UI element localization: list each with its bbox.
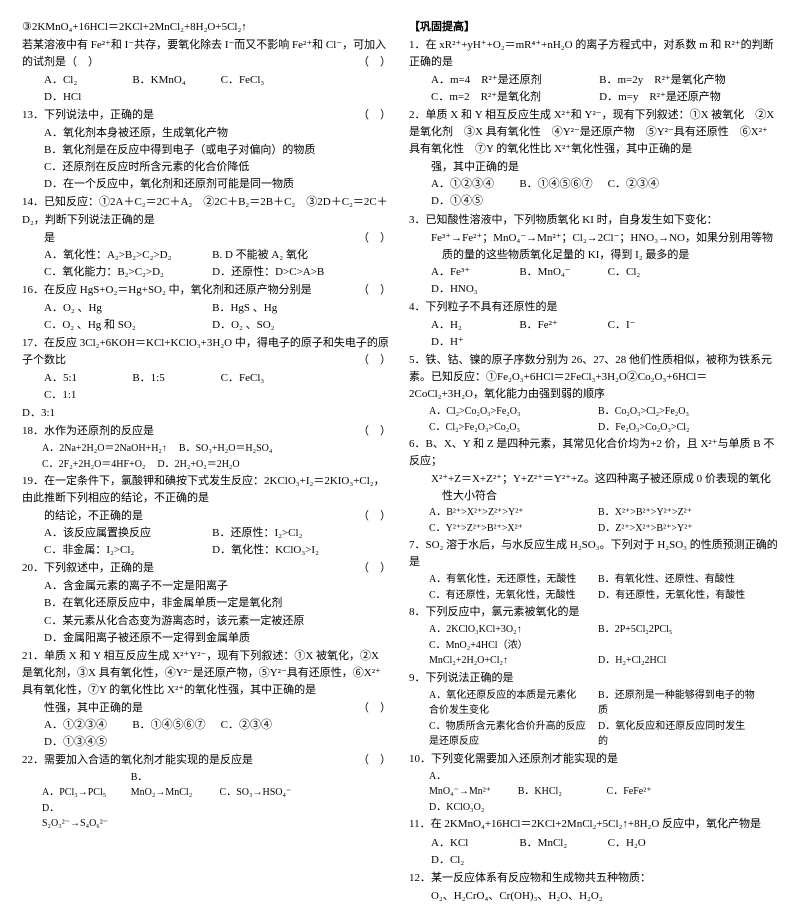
r6ab: A．B²⁺>X²⁺>Z²⁺>Y²⁺B．X²⁺>B²⁺>Y²⁺>Z²⁺: [409, 505, 778, 521]
r3: 3．已知酸性溶液中，下列物质氧化 KI 时，自身发生如下变化：: [409, 212, 778, 229]
r2o: A．①②③④B．①④⑤⑥⑦C．②③④D．①④⑤: [409, 176, 778, 210]
q19ab: A．该反应属置换反应B．还原性：I₂>Cl₂: [22, 525, 391, 542]
q13b: B．氧化剂是在反应中得到电子（或电子对偏向）的物质: [33, 142, 391, 159]
r8cd: C．MnO₂+4HCl（浓）MnCl₂+2H₂O+Cl₂↑D．H₂+Cl₂2HC…: [409, 638, 778, 669]
r10: 10．下列变化需要加入还原剂才能实现的是: [409, 751, 778, 768]
r4: 4．下列粒子不具有还原性的是: [409, 299, 778, 316]
q21t: 性强，其中正确的是（ ）: [33, 700, 391, 717]
q20d: D．金属阳离子被还原不一定得到金属单质: [33, 630, 391, 647]
r4o: A．H₂B．Fe²⁺C．I⁻D．H⁺: [409, 317, 778, 351]
r8ab: A．2KClO₃KCl+3O₂↑B．2P+5Cl₂2PCl₅: [409, 622, 778, 638]
r8: 8．下列反应中，氯元素被氧化的是: [409, 604, 778, 621]
q13a: A．氧化剂本身被还原，生成氧化产物: [33, 125, 391, 142]
q21o: A．①②③④B．①④⑤⑥⑦C．②③④D．①③④⑤: [22, 717, 391, 751]
q14de: 是（ ）: [33, 230, 391, 247]
q18o: A．2Na+2H₂O＝2NaOH+H₂↑B．SO₃+H₂O＝H₂SO₄C．2F₂…: [22, 441, 391, 472]
q16ab: A．O₂ 、HgB．HgS 、Hg: [22, 300, 391, 317]
r5cd: C．Cl₂>Fe₂O₃>Co₂O₃D．Fe₂O₃>Co₂O₃>Cl₂: [409, 420, 778, 436]
r11o: A．KClB．MnCl₂C．H₂OD．Cl₂: [409, 835, 778, 869]
q19cd: C．非金属：I₂>Cl₂D．氧化性：KClO₃>I₂: [22, 542, 391, 559]
r6cd: C．Y²⁺>Z²⁺>B²⁺>X²⁺D．Z²⁺>X²⁺>B²⁺>Y²⁺: [409, 521, 778, 537]
q20: 20．下列叙述中，正确的是（ ）: [22, 560, 391, 577]
r11: 11．在 2KMnO₄+16HCl＝2KCl+2MnCl₂+5Cl₂↑+8H₂O…: [409, 816, 778, 833]
r9: 9．下列说法正确的是: [409, 670, 778, 687]
q16: 16．在反应 HgS+O₂＝Hg+SO₂ 中，氧化剂和还原产物分别是（ ）: [22, 282, 391, 299]
r6s: X²⁺+Z＝X+Z²⁺；Y+Z²⁺＝Y²⁺+Z。这四种离子被还原成 0 价表现的…: [420, 471, 778, 505]
q16cd: C．O₂ 、Hg 和 SO₂D．O₂ 、SO₂: [22, 317, 391, 334]
q20b: B．在氧化还原反应中，非金属单质一定是氧化剂: [33, 595, 391, 612]
q22: 22．需要加入合适的氧化剂才能实现的是反应是（ ）: [22, 752, 391, 769]
r2t: 强，其中正确的是: [420, 159, 778, 176]
q19t: 的结论，不正确的是（ ）: [33, 508, 391, 525]
r3s: Fe³⁺→Fe²⁺；MnO₄⁻→Mn²⁺；Cl₂→2Cl⁻；HNO₃→NO，如果…: [420, 230, 778, 264]
q17d: D．3:1: [22, 405, 391, 422]
q19: 19．在一定条件下，氯酸钾和碘按下式发生反应：2KClO₃+I₂＝2KIO₃+C…: [22, 473, 391, 507]
q13: 13．下列说法中，正确的是（ ）: [22, 107, 391, 124]
q14ab: A．氧化性：A₂>B₂>C₂>D₂B. D 不能被 A₂ 氧化: [22, 247, 391, 264]
r1: 1．在 xR²⁺+yH⁺+O₂＝mR⁴⁺+nH₂O 的离子方程式中，对系数 m …: [409, 37, 778, 71]
line-intro2: 若某溶液中有 Fe²⁺和 I⁻共存，要氧化除去 I⁻而又不影响 Fe²⁺和 Cl…: [22, 37, 391, 71]
q17: 17．在反应 3Cl₂+6KOH＝KCl+KClO₃+3H₂O 中，得电子的原子…: [22, 335, 391, 369]
q17o: A．5:1B．1:5C．FeCl₃C．1:1: [22, 370, 391, 404]
intro-opts: A．Cl₂B．KMnO₄C．FeCl₃D．HCl: [22, 72, 391, 106]
r1cd: C．m=2 R²⁺是氧化剂D．m=y R²⁺是还原产物: [409, 89, 778, 106]
r9ab: A．氧化还原反应的本质是元素化合价发生变化B．还原剂是一种能够得到电子的物质: [409, 688, 778, 719]
r10o: A．MnO₄⁻→Mn²⁺B．KHCl₂C．FeFe²⁺D．KClO₃O₂: [409, 769, 778, 816]
r3o: A．Fe³⁺B．MnO₄⁻C．Cl₂D．HNO₃: [409, 264, 778, 298]
q14cd: C．氧化能力：B₂>C₂>D₂D．还原性：D>C>A>B: [22, 264, 391, 281]
r5ab: A．Cl₂>Co₂O₃>Fe₂O₃B．Co₂O₃>Cl₂>Fe₂O₃: [409, 404, 778, 420]
r12s: O₂、H₂CrO₄、Cr(OH)₃、H₂O、H₂O₂: [420, 888, 778, 905]
r1ab: A．m=4 R²⁺是还原剂B．m=2y R²⁺是氧化产物: [409, 72, 778, 89]
q20a: A．含金属元素的离子不一定是阳离子: [33, 578, 391, 595]
r7cd: C．有还原性，无氧化性，无酸性D．有还原性，无氧化性，有酸性: [409, 588, 778, 604]
q13d: D．在一个反应中，氧化剂和还原剂可能是同一物质: [33, 176, 391, 193]
r2: 2．单质 X 和 Y 相互反应生成 X²⁺和 Y²⁻，现有下列叙述：①X 被氧化…: [409, 107, 778, 158]
head-right: 【巩固提高】: [409, 19, 778, 36]
q18: 18．水作为还原剂的反应是（ ）: [22, 423, 391, 440]
line-intro: ③2KMnO₄+16HCl＝2KCl+2MnCl₂+8H₂O+5Cl₂↑: [22, 19, 391, 36]
r7ab: A．有氧化性，无还原性，无酸性B．有氧化性、还原性、有酸性: [409, 572, 778, 588]
q22o: A．PCl₃→PCl₅B．MnO₂→MnCl₂C．SO₃→HSO₄⁻D．S₂O₃…: [22, 770, 391, 832]
r5: 5．铁、钴、镍的原子序数分别为 26、27、28 他们性质相似，被称为铁系元素。…: [409, 352, 778, 403]
r7: 7．SO₂ 溶于水后，与水反应生成 H₂SO₃。下列对于 H₂SO₃ 的性质预测…: [409, 537, 778, 571]
q14: 14．已知反应：①2A＋C₂＝2C＋A₂ ②2C＋B₂＝2B＋C₂ ③2D＋C₂…: [22, 194, 391, 228]
r12: 12．某一反应体系有反应物和生成物共五种物质：: [409, 870, 778, 887]
r9cd: C．物质所含元素化合价升高的反应是还原反应D．氧化反应和还原反应同时发生的: [409, 719, 778, 750]
q21: 21．单质 X 和 Y 相互反应生成 X²⁺Y²⁻，现有下列叙述：①X 被氧化，…: [22, 648, 391, 699]
q13c: C．还原剂在反应时所含元素的化合价降低: [33, 159, 391, 176]
q20c: C．某元素从化合态变为游离态时，该元素一定被还原: [33, 613, 391, 630]
r6: 6．B、X、Y 和 Z 是四种元素，其常见化合价均为+2 价，且 X²⁺与单质 …: [409, 436, 778, 470]
